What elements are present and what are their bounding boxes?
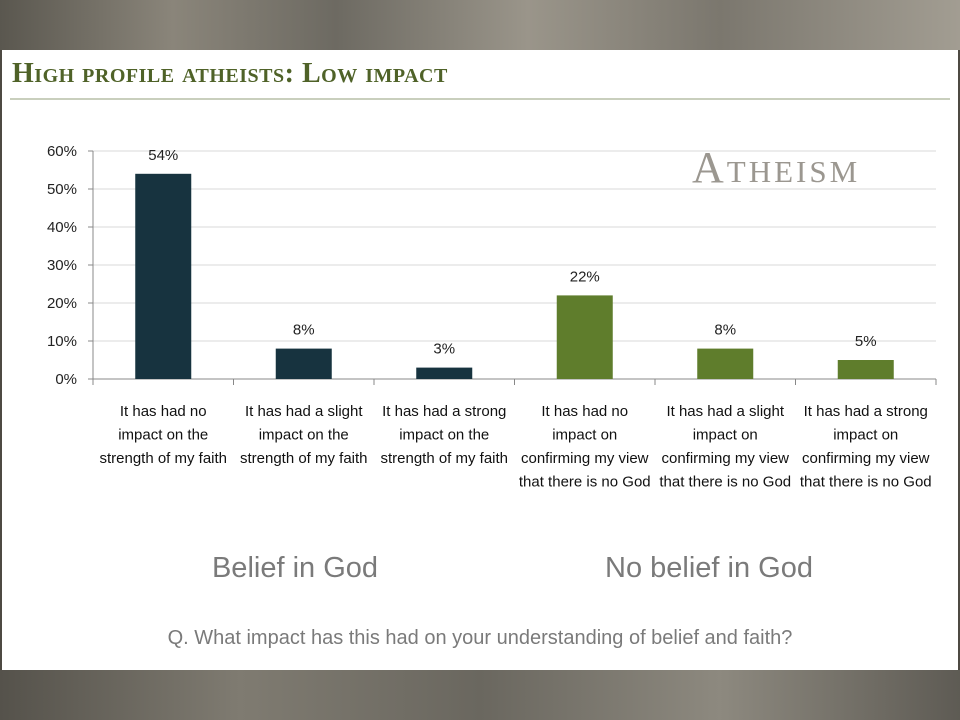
y-tick-label: 60% bbox=[47, 143, 77, 160]
category-label: It has had a strong impact on the strength… bbox=[380, 403, 508, 467]
bar-value-label: 54% bbox=[148, 147, 178, 164]
y-tick-label: 50% bbox=[47, 181, 77, 198]
background-bottom-band bbox=[0, 670, 960, 720]
bar bbox=[697, 348, 754, 379]
bar bbox=[135, 173, 192, 379]
bar bbox=[416, 367, 473, 379]
y-tick-label: 40% bbox=[47, 219, 77, 236]
slide: High profile atheists: Low impact 0% 10% 2… bbox=[2, 50, 958, 670]
slide-title: High profile atheists: Low impact bbox=[12, 58, 448, 89]
background-top-band bbox=[0, 0, 960, 50]
group-label-no-belief: No belief in God bbox=[605, 552, 813, 584]
bar-chart: 0% 10% 20% 30% 40% 50% 60% 54% It has had no impa… bbox=[47, 143, 937, 491]
bar-value-label: 22% bbox=[570, 268, 600, 285]
bar-value-label: 5% bbox=[855, 333, 877, 350]
bar bbox=[556, 295, 613, 379]
y-tick-label: 0% bbox=[55, 371, 77, 388]
y-tick-label: 30% bbox=[47, 257, 77, 274]
bar-value-label: 8% bbox=[293, 322, 315, 339]
category-label: It has had a slight impact on the strength… bbox=[240, 403, 368, 467]
bar-value-label: 8% bbox=[714, 322, 736, 339]
bar bbox=[275, 348, 332, 379]
survey-question: Q. What impact has this had on your unde… bbox=[167, 627, 793, 649]
atheism-watermark: Atheism bbox=[692, 143, 861, 192]
category-label: It has had no impact on the strength of my… bbox=[99, 403, 227, 467]
bar bbox=[837, 360, 894, 379]
category-label: It has had a strong impact on confirming m… bbox=[800, 403, 932, 491]
category-label: It has had a slight impact on confirming m… bbox=[659, 403, 791, 491]
y-tick-label: 10% bbox=[47, 333, 77, 350]
category-label: It has had no impact on confirming my view… bbox=[519, 403, 651, 491]
group-label-belief: Belief in God bbox=[211, 552, 379, 584]
title-divider bbox=[10, 98, 950, 100]
bar-value-label: 3% bbox=[433, 341, 455, 358]
y-tick-label: 20% bbox=[47, 295, 77, 312]
